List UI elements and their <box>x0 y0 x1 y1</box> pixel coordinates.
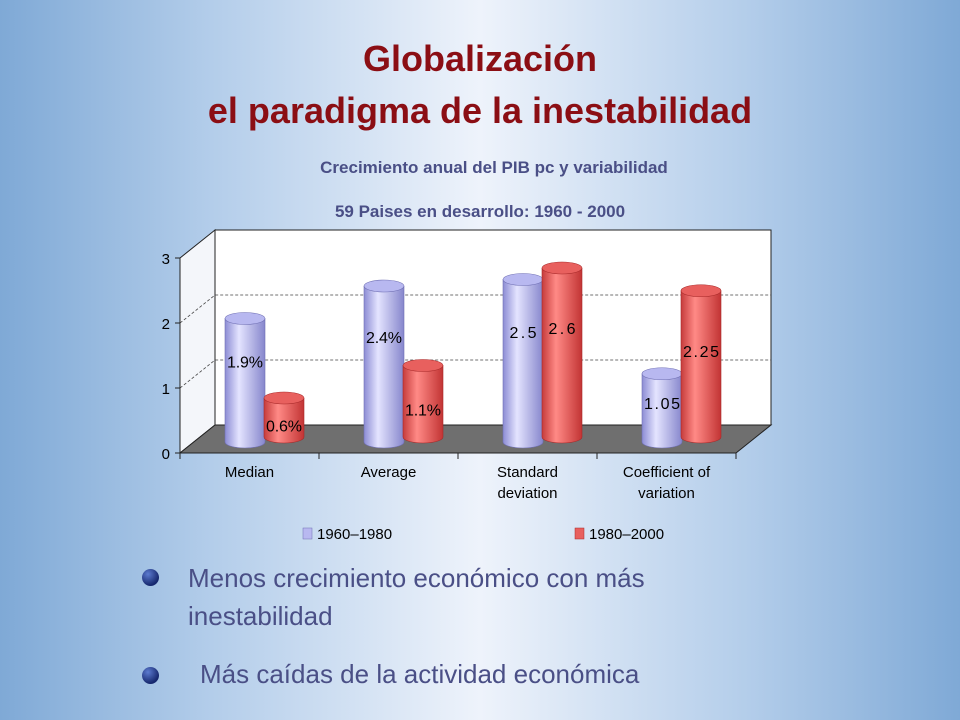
bar-1960-1980 <box>363 279 405 449</box>
category-label: Standard <box>497 464 558 481</box>
bullet-1-line1: Menos crecimiento económico con más <box>188 563 645 593</box>
slide-title-line2: el paradigma de la inestabilidad <box>207 90 753 131</box>
data-label: 1.1% <box>405 402 441 419</box>
bar-top <box>363 279 405 293</box>
bar-body <box>641 373 683 449</box>
data-label: 1.9% <box>227 354 263 371</box>
bar-chart: 0 1 2 3 Median Average Standard deviation Coeffi… <box>162 228 773 543</box>
bar-body <box>363 285 405 449</box>
bar-body <box>402 365 444 444</box>
bar-top <box>502 273 544 286</box>
category-label: Median <box>225 464 274 481</box>
gridline <box>179 294 771 324</box>
data-label: 1.05 <box>644 396 680 413</box>
data-label: 2.25 <box>683 344 719 361</box>
legend-label: 1980–2000 <box>589 526 664 543</box>
bar-top <box>641 367 683 381</box>
bar-top <box>541 261 583 275</box>
chart-subtitle: 59 Paises en desarrollo: 1960 - 2000 <box>334 202 626 221</box>
data-label: 2.4% <box>366 330 402 347</box>
bar-1980-2000 <box>402 359 444 444</box>
bar-top <box>402 359 444 372</box>
bar-body <box>224 318 266 449</box>
bar-top <box>680 284 722 298</box>
data-label: 0.6% <box>266 419 302 436</box>
gridline <box>179 359 771 389</box>
legend-swatch <box>302 527 313 540</box>
data-label: 2.5 <box>510 325 537 342</box>
y-tick-label: 0 <box>162 446 170 463</box>
bar-body <box>541 267 583 444</box>
legend-label: 1960–1980 <box>317 526 392 543</box>
bullet-2: Más caídas de la actividad económica <box>200 659 640 689</box>
bar-1980-2000 <box>263 391 305 444</box>
category-label: variation <box>638 485 695 502</box>
bar-body <box>680 290 722 444</box>
y-tick-label: 3 <box>162 251 170 268</box>
bar-body <box>502 279 544 449</box>
chart-title: Crecimiento anual del PIB pc y variabili… <box>320 158 668 177</box>
legend-swatch <box>574 527 585 540</box>
bar-1980-2000 <box>680 284 722 444</box>
bar-1960-1980 <box>502 273 544 449</box>
bullet-dot-1 <box>142 569 159 586</box>
bar-1960-1980 <box>224 312 266 449</box>
chart-side-wall <box>179 228 216 455</box>
category-label: Coefficient of <box>623 464 711 481</box>
bar-top <box>224 312 266 325</box>
data-label: 2.6 <box>549 321 576 338</box>
bullet-1-line2: inestabilidad <box>188 601 333 631</box>
bar-top <box>263 391 305 405</box>
bar-body <box>263 397 305 444</box>
y-tick-label: 1 <box>162 381 170 398</box>
category-label: Average <box>361 464 417 481</box>
y-tick-label: 2 <box>162 316 170 333</box>
category-label: deviation <box>497 485 557 502</box>
bullet-dot-2 <box>142 667 159 684</box>
bar-1980-2000 <box>541 261 583 444</box>
slide-title-line1: Globalización <box>362 38 598 79</box>
